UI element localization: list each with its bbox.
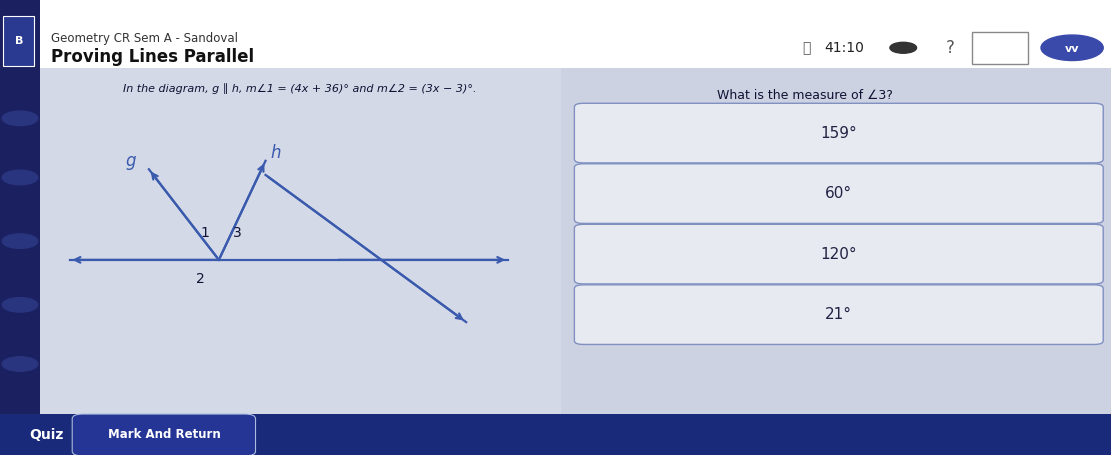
Text: B: B [14, 36, 23, 46]
Text: Proving Lines Parallel: Proving Lines Parallel [51, 48, 254, 66]
FancyBboxPatch shape [574, 285, 1103, 344]
Text: 159°: 159° [820, 126, 858, 141]
Text: Quiz: Quiz [30, 428, 63, 441]
Text: What is the measure of ∠3?: What is the measure of ∠3? [717, 89, 892, 102]
FancyBboxPatch shape [574, 103, 1103, 163]
Text: ⏱: ⏱ [802, 41, 811, 55]
FancyBboxPatch shape [0, 0, 1111, 68]
Text: Mark And Return: Mark And Return [108, 428, 221, 441]
Text: 41:10: 41:10 [824, 41, 864, 55]
Text: ?: ? [945, 39, 954, 57]
Circle shape [2, 170, 38, 185]
Text: 120°: 120° [821, 247, 857, 262]
Text: 1: 1 [200, 226, 209, 240]
FancyBboxPatch shape [574, 164, 1103, 223]
FancyBboxPatch shape [0, 0, 40, 455]
FancyBboxPatch shape [3, 16, 34, 66]
Text: 3: 3 [233, 226, 241, 240]
Circle shape [1041, 35, 1103, 61]
Text: 60°: 60° [825, 186, 852, 201]
Text: h: h [270, 144, 281, 162]
FancyBboxPatch shape [561, 68, 1111, 414]
Circle shape [2, 357, 38, 371]
Circle shape [2, 298, 38, 312]
Circle shape [890, 42, 917, 53]
Text: 2: 2 [196, 272, 204, 285]
Text: Geometry CR Sem A - Sandoval: Geometry CR Sem A - Sandoval [51, 32, 238, 45]
Circle shape [2, 111, 38, 126]
Circle shape [2, 234, 38, 248]
FancyBboxPatch shape [72, 414, 256, 455]
Text: In the diagram, g ∥ h, m∠1 = (4x + 36)° and m∠2 = (3x − 3)°.: In the diagram, g ∥ h, m∠1 = (4x + 36)° … [123, 83, 477, 94]
FancyBboxPatch shape [574, 224, 1103, 284]
Text: g: g [126, 152, 136, 171]
FancyBboxPatch shape [40, 68, 561, 414]
Text: 21°: 21° [825, 307, 852, 322]
Text: vv: vv [1064, 44, 1080, 54]
FancyBboxPatch shape [0, 414, 1111, 455]
